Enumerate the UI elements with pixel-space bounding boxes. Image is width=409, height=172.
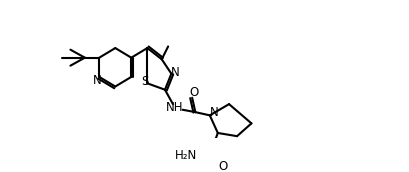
Text: N: N bbox=[209, 106, 218, 119]
Text: N: N bbox=[171, 66, 179, 79]
Text: H₂N: H₂N bbox=[174, 149, 196, 162]
Text: O: O bbox=[189, 86, 198, 99]
Text: O: O bbox=[218, 160, 227, 172]
Text: S: S bbox=[141, 75, 148, 88]
Text: NH: NH bbox=[165, 101, 183, 114]
Text: N: N bbox=[92, 74, 101, 87]
